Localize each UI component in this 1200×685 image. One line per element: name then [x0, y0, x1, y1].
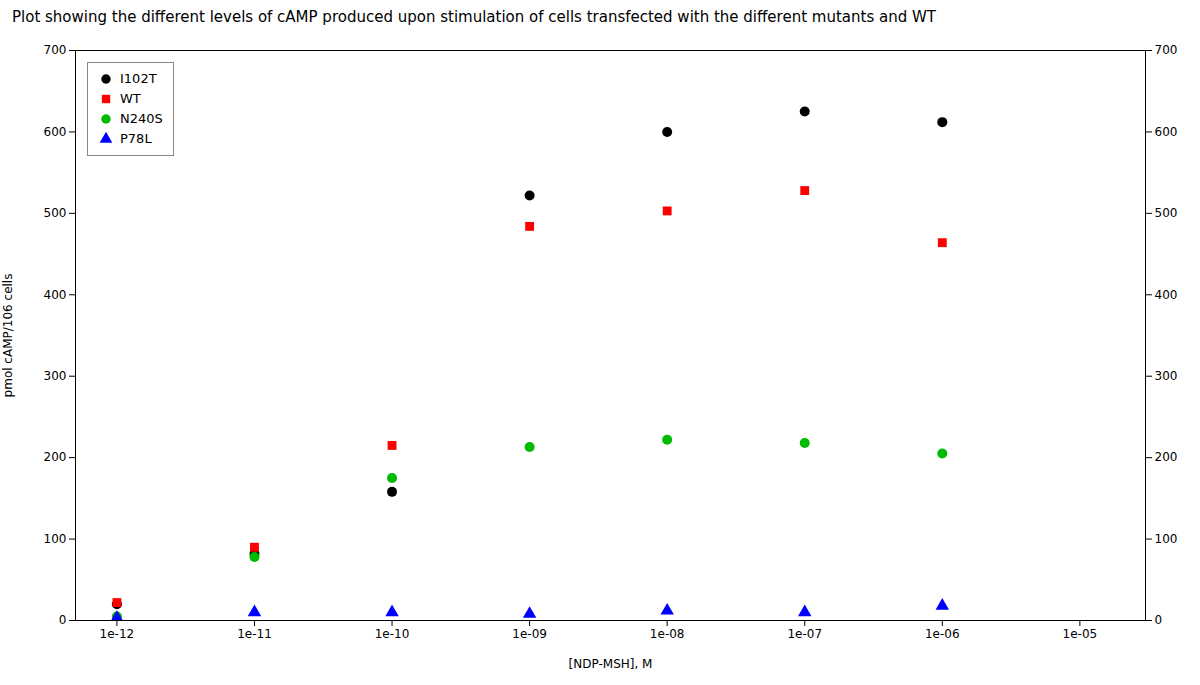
svg-text:0: 0: [59, 613, 67, 627]
html-text:P78L: P78L: [120, 131, 152, 146]
svg-text:700: 700: [1155, 43, 1178, 57]
svg-text:1e-10: 1e-10: [375, 627, 410, 641]
svg-text:pmol cAMP/106 cells: pmol cAMP/106 cells: [1, 274, 15, 398]
svg-text:0: 0: [1155, 613, 1163, 627]
svg-text:600: 600: [1155, 125, 1178, 139]
svg-text:400: 400: [1155, 288, 1178, 302]
svg-text:600: 600: [44, 125, 67, 139]
svg-text:300: 300: [1155, 369, 1178, 383]
html-text:WT: WT: [120, 91, 141, 106]
svg-text:700: 700: [44, 43, 67, 57]
svg-text:1e-05: 1e-05: [1063, 627, 1098, 641]
svg-text:100: 100: [1155, 532, 1178, 546]
html-text:Plot showing the different lev: Plot showing the different levels of cAM…: [12, 8, 936, 26]
svg-text:500: 500: [44, 206, 67, 220]
svg-text:200: 200: [44, 450, 67, 464]
svg-text:[NDP-MSH], M: [NDP-MSH], M: [569, 657, 653, 671]
svg-text:400: 400: [44, 288, 67, 302]
svg-text:1e-09: 1e-09: [512, 627, 547, 641]
svg-text:1e-12: 1e-12: [100, 627, 135, 641]
svg-text:300: 300: [44, 369, 67, 383]
svg-text:1e-08: 1e-08: [650, 627, 685, 641]
svg-text:500: 500: [1155, 206, 1178, 220]
svg-text:100: 100: [44, 532, 67, 546]
svg-text:200: 200: [1155, 450, 1178, 464]
svg-text:1e-07: 1e-07: [787, 627, 822, 641]
html-text:N240S: N240S: [120, 111, 163, 126]
svg-text:1e-06: 1e-06: [925, 627, 960, 641]
html-text:I102T: I102T: [120, 71, 157, 86]
svg-text:1e-11: 1e-11: [237, 627, 272, 641]
